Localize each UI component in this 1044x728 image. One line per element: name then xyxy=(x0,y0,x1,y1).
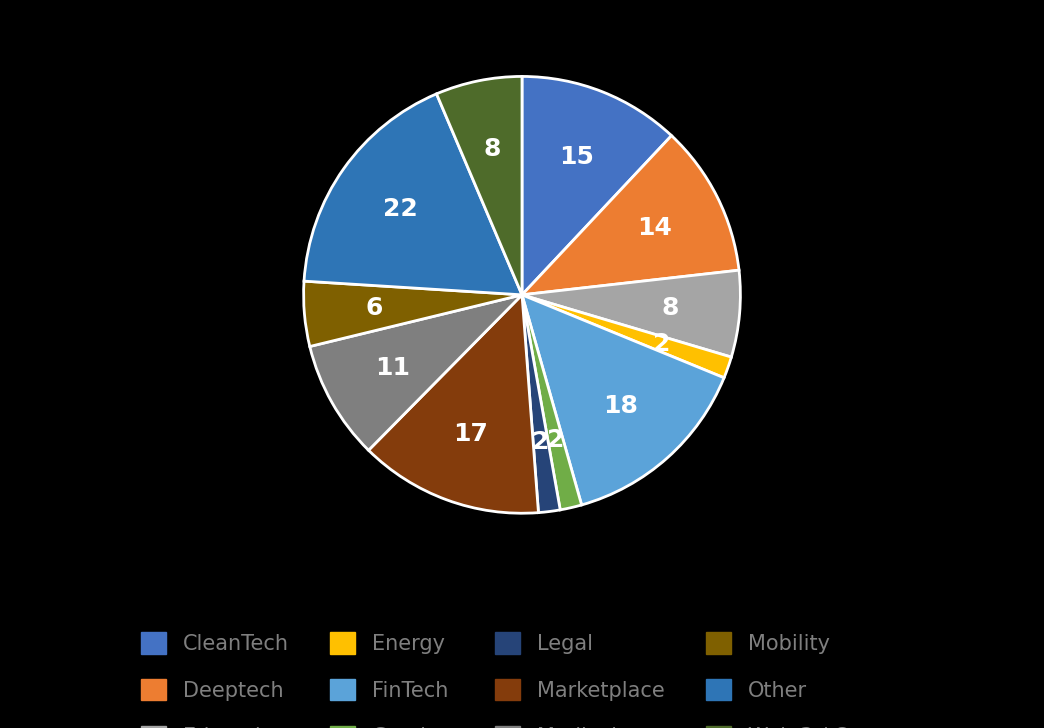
Wedge shape xyxy=(522,76,671,295)
Text: 15: 15 xyxy=(560,145,594,169)
Wedge shape xyxy=(436,76,522,295)
Text: 22: 22 xyxy=(383,197,419,221)
Text: 14: 14 xyxy=(637,216,672,240)
Text: 2: 2 xyxy=(532,430,549,454)
Wedge shape xyxy=(522,135,739,295)
Wedge shape xyxy=(304,94,522,295)
Wedge shape xyxy=(522,295,732,378)
Wedge shape xyxy=(522,295,725,505)
Wedge shape xyxy=(369,295,539,513)
Text: 11: 11 xyxy=(375,356,410,380)
Text: 2: 2 xyxy=(547,427,564,451)
Text: 6: 6 xyxy=(365,296,383,320)
Legend: CleanTech, Deeptech, Education, Energy, FinTech, Gaming, Legal, Marketplace, Med: CleanTech, Deeptech, Education, Energy, … xyxy=(130,622,914,728)
Wedge shape xyxy=(522,270,740,357)
Wedge shape xyxy=(522,295,582,510)
Wedge shape xyxy=(522,295,561,513)
Wedge shape xyxy=(310,295,522,450)
Text: 8: 8 xyxy=(661,296,679,320)
Text: 17: 17 xyxy=(453,422,489,446)
Text: 2: 2 xyxy=(654,332,670,356)
Text: 8: 8 xyxy=(483,138,501,162)
Wedge shape xyxy=(304,281,522,347)
Text: 18: 18 xyxy=(603,394,638,418)
